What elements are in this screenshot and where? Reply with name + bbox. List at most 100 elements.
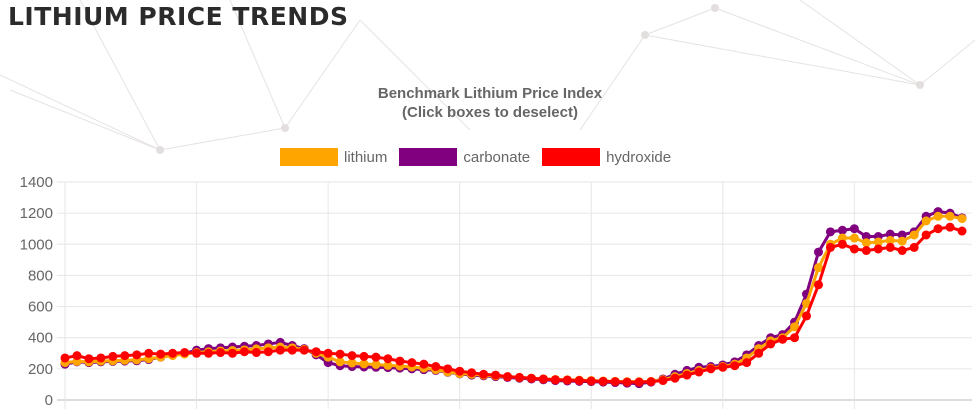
data-point-hydroxide (646, 377, 656, 387)
legend-item-carbonate[interactable]: carbonate (399, 148, 530, 166)
data-point-hydroxide (873, 244, 883, 254)
data-point-hydroxide (72, 351, 82, 361)
data-point-hydroxide (479, 369, 489, 379)
data-point-hydroxide (849, 244, 859, 254)
data-point-hydroxide (586, 376, 596, 386)
data-point-hydroxide (909, 242, 919, 252)
data-point-hydroxide (347, 351, 357, 361)
legend-label: lithium (344, 148, 388, 166)
data-point-lithium (861, 238, 871, 248)
data-point-hydroxide (945, 222, 955, 232)
data-point-hydroxide (120, 351, 130, 361)
data-point-hydroxide (395, 356, 405, 366)
y-tick-label: 1000 (20, 236, 53, 253)
data-point-carbonate (825, 227, 835, 237)
data-point-hydroxide (921, 230, 931, 240)
data-point-lithium (933, 211, 943, 221)
legend-swatch (399, 148, 458, 166)
y-tick-label: 1200 (20, 205, 53, 222)
data-point-lithium (945, 211, 955, 221)
data-point-lithium (873, 237, 883, 247)
legend-item-hydroxide[interactable]: hydroxide (542, 148, 671, 166)
data-point-hydroxide (897, 246, 907, 256)
data-point-hydroxide (84, 354, 94, 364)
data-point-hydroxide (227, 348, 237, 358)
y-tick-label: 200 (28, 361, 53, 378)
data-point-hydroxide (503, 372, 513, 382)
data-point-hydroxide (215, 348, 225, 358)
data-point-lithium (957, 214, 967, 224)
data-point-hydroxide (60, 353, 70, 363)
chart-subtitle: (Click boxes to deselect) (402, 104, 578, 121)
y-tick-label: 600 (28, 299, 53, 316)
data-point-lithium (849, 233, 859, 243)
data-point-hydroxide (766, 339, 776, 349)
data-point-hydroxide (658, 376, 668, 386)
data-point-hydroxide (180, 348, 190, 358)
data-point-hydroxide (96, 353, 106, 363)
data-point-hydroxide (275, 345, 285, 355)
data-point-hydroxide (192, 348, 202, 358)
legend-label: hydroxide (606, 148, 672, 166)
data-point-hydroxide (335, 349, 345, 359)
data-point-hydroxide (837, 239, 847, 249)
data-point-lithium (790, 322, 800, 332)
data-point-hydroxide (670, 373, 680, 383)
y-tick-label: 1400 (20, 174, 53, 191)
data-point-carbonate (849, 224, 859, 234)
data-point-carbonate (897, 230, 907, 240)
data-point-hydroxide (598, 376, 608, 386)
data-point-lithium (359, 359, 369, 369)
data-point-hydroxide (467, 368, 477, 378)
data-point-hydroxide (885, 242, 895, 252)
data-point-hydroxide (861, 246, 871, 256)
legend-label: carbonate (463, 148, 531, 166)
data-point-hydroxide (550, 375, 560, 385)
data-point-lithium (921, 216, 931, 226)
data-point-hydroxide (204, 348, 214, 358)
data-point-lithium (347, 358, 357, 368)
series-line-hydroxide (64, 225, 963, 384)
data-point-hydroxide (778, 334, 788, 344)
data-point-hydroxide (634, 377, 644, 387)
data-point-hydroxide (407, 358, 417, 368)
y-tick-label: 800 (28, 267, 53, 284)
data-point-hydroxide (168, 348, 178, 358)
data-point-hydroxide (144, 348, 154, 358)
data-point-lithium (837, 233, 847, 243)
data-point-hydroxide (251, 348, 261, 358)
page-title: LITHIUM PRICE TRENDS (8, 2, 349, 31)
data-point-hydroxide (263, 347, 273, 357)
data-point-carbonate (861, 232, 871, 241)
data-point-hydroxide (455, 366, 465, 376)
data-point-carbonate (837, 225, 847, 235)
data-point-carbonate (813, 247, 823, 257)
data-point-hydroxide (538, 374, 548, 384)
data-point-hydroxide (562, 375, 572, 385)
data-point-hydroxide (132, 350, 142, 360)
data-point-lithium (383, 360, 393, 370)
data-point-hydroxide (574, 376, 584, 386)
data-point-hydroxide (610, 377, 620, 387)
data-point-carbonate (885, 229, 895, 239)
data-point-lithium (802, 298, 812, 308)
data-point-hydroxide (706, 364, 716, 374)
data-point-hydroxide (299, 345, 309, 355)
data-point-hydroxide (156, 349, 166, 359)
data-point-hydroxide (371, 352, 381, 362)
data-point-hydroxide (802, 311, 812, 321)
data-point-lithium (909, 230, 919, 240)
data-point-hydroxide (359, 351, 369, 361)
legend-swatch (542, 148, 601, 166)
data-point-lithium (885, 235, 895, 245)
data-point-hydroxide (287, 345, 297, 355)
data-point-hydroxide (730, 361, 740, 371)
legend-item-lithium[interactable]: lithium (280, 148, 387, 166)
data-point-hydroxide (622, 377, 632, 387)
y-tick-label: 0 (45, 392, 53, 409)
data-point-hydroxide (790, 333, 800, 343)
data-point-hydroxide (526, 373, 536, 383)
data-point-hydroxide (933, 224, 943, 234)
data-point-hydroxide (957, 226, 967, 236)
